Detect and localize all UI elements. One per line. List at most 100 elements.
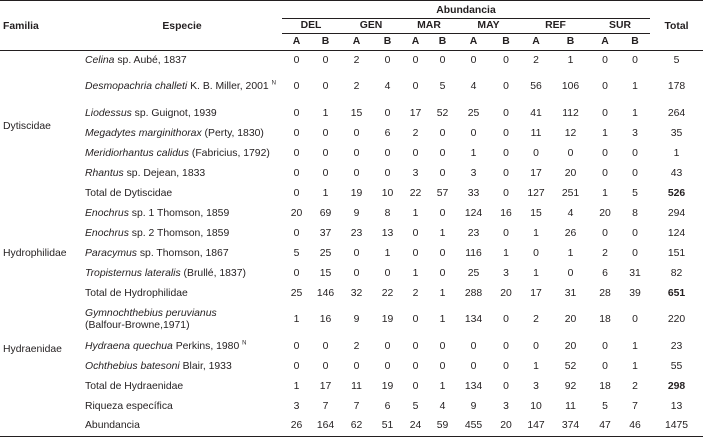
abundance-cell: 19 bbox=[350, 187, 363, 199]
abundance-cell: 22 bbox=[381, 287, 394, 299]
abundance-cell: 0 bbox=[353, 167, 360, 179]
table-row: Megadytes marginithorax (Perty, 1830) 0 0 0… bbox=[0, 124, 703, 144]
abundance-cell: 5 bbox=[439, 81, 446, 92]
family-dytiscidae: Dytiscidae bbox=[3, 121, 51, 133]
abundance-cell: 0 bbox=[293, 227, 300, 239]
abundance-cell: 0 bbox=[322, 360, 329, 372]
abundance-cell: 5 bbox=[632, 187, 638, 199]
abundance-cell: 134 bbox=[464, 314, 483, 325]
summary-label: Total de Hydraenidae bbox=[85, 380, 184, 392]
abundance-cell: 0 bbox=[439, 54, 446, 66]
abundance-cell: 288 bbox=[464, 287, 483, 299]
abundance-cell: 0 bbox=[293, 187, 300, 199]
abundance-cell: 0 bbox=[533, 340, 539, 352]
abundance-cell: 0 bbox=[384, 360, 391, 372]
abundance-cell: 17 bbox=[319, 380, 332, 392]
abundance-cell: 0 bbox=[533, 147, 539, 159]
abundance-cell: 17 bbox=[530, 287, 542, 299]
total-cell: 151 bbox=[667, 247, 686, 259]
species-name: Tropisternus lateralis (Brullé, 1837) bbox=[85, 267, 246, 279]
abundance-cell: 0 bbox=[293, 167, 300, 179]
abundance-cell: 0 bbox=[412, 227, 419, 239]
abundance-cell: 8 bbox=[632, 207, 638, 219]
abundance-cell: 0 bbox=[293, 81, 300, 92]
abundance-cell: 0 bbox=[602, 107, 608, 119]
species-name: Hydraena quechua Perkins, 1980 N bbox=[85, 340, 247, 352]
abundance-cell: 1 bbox=[439, 380, 446, 392]
abundance-cell: 15 bbox=[530, 207, 542, 219]
abundance-cell: 0 bbox=[322, 167, 329, 179]
abundance-cell: 56 bbox=[530, 81, 542, 92]
abundance-cell: 0 bbox=[503, 147, 509, 159]
abundance-cell: 0 bbox=[470, 127, 477, 139]
sub-header-b: B bbox=[620, 33, 650, 51]
table-row: Dytiscidae Celina sp. Aubé, 1837 0 0 2 0 0 0 0 0 2… bbox=[0, 51, 703, 133]
abundance-cell: 10 bbox=[381, 187, 394, 199]
abundance-cell: 4 bbox=[384, 81, 391, 92]
family-hydraenidae: Hydraenidae bbox=[3, 344, 62, 355]
species-name: Gymnochthebius peruvianus (Balfour-Browne… bbox=[85, 308, 217, 331]
abundance-cell: 3 bbox=[632, 127, 638, 139]
abundance-cell: 0 bbox=[322, 81, 329, 92]
site-header-gen: GEN bbox=[340, 18, 402, 34]
abundance-cell: 1 bbox=[470, 147, 477, 159]
abundance-cell: 0 bbox=[293, 147, 300, 159]
abundance-cell: 19 bbox=[381, 314, 394, 325]
abundance-cell: 0 bbox=[632, 147, 638, 159]
abundance-cell: 0 bbox=[384, 340, 391, 352]
abundance-cell: 0 bbox=[439, 207, 446, 219]
total-cell: 23 bbox=[670, 340, 683, 352]
table-row: Meridiorhantus calidus (Fabricius, 1792)… bbox=[0, 144, 703, 164]
table-row: Ochthebius batesoni Blair, 1933 0 0 0 0 0 0 0 0 1… bbox=[0, 357, 703, 377]
sub-header-a: A bbox=[590, 33, 620, 51]
abundance-cell: 0 bbox=[503, 380, 509, 392]
abundance-cell: 17 bbox=[409, 107, 422, 119]
abundance-cell: 20 bbox=[599, 207, 611, 219]
abundance-cell: 9 bbox=[470, 400, 477, 412]
total-cell: 13 bbox=[670, 400, 683, 412]
abundance-cell: 3 bbox=[470, 167, 477, 179]
abundance-cell: 1 bbox=[567, 247, 574, 259]
abundance-cell: 1 bbox=[322, 107, 329, 119]
total-cell: 35 bbox=[670, 127, 683, 139]
abundance-cell: 0 bbox=[439, 340, 446, 352]
abundance-cell: 47 bbox=[599, 420, 611, 432]
abundance-cell: 1 bbox=[439, 227, 446, 239]
abundance-cell: 1 bbox=[293, 380, 300, 392]
total-header: Total bbox=[650, 0, 703, 51]
total-cell: 220 bbox=[667, 314, 686, 325]
abundance-cell: 0 bbox=[384, 267, 391, 279]
abundance-cell: 17 bbox=[530, 167, 542, 179]
total-cell: 651 bbox=[667, 287, 686, 299]
site-header-may: MAY bbox=[456, 18, 521, 34]
abundance-cell: 455 bbox=[464, 420, 483, 432]
abundance-cell: 20 bbox=[564, 167, 577, 179]
total-cell: 1475 bbox=[664, 420, 689, 432]
abundance-cell: 1 bbox=[412, 267, 419, 279]
abundance-cell: 0 bbox=[322, 147, 329, 159]
abundance-cell: 1 bbox=[632, 81, 638, 92]
abundance-cell: 2 bbox=[412, 127, 419, 139]
abundance-cell: 25 bbox=[467, 107, 480, 119]
abundance-cell: 0 bbox=[503, 127, 509, 139]
abundance-cell: 12 bbox=[564, 127, 577, 139]
abundance-cell: 0 bbox=[503, 81, 509, 92]
abundance-cell: 0 bbox=[293, 127, 300, 139]
abundance-cell: 3 bbox=[503, 267, 509, 279]
abundance-cell: 25 bbox=[319, 247, 332, 259]
abundance-cell: 7 bbox=[632, 400, 638, 412]
abundance-cell: 33 bbox=[467, 187, 480, 199]
abundance-cell: 0 bbox=[293, 267, 300, 279]
sub-header-b: B bbox=[491, 33, 521, 51]
abundance-cell: 6 bbox=[602, 267, 608, 279]
total-cell: 298 bbox=[667, 380, 686, 392]
abundance-cell: 1 bbox=[632, 107, 638, 119]
abundance-cell: 51 bbox=[381, 420, 394, 432]
abundance-cell: 5 bbox=[412, 400, 419, 412]
species-name: Liodessus sp. Guignot, 1939 bbox=[85, 107, 217, 119]
abundance-cell: 2 bbox=[533, 54, 539, 66]
abundance-cell: 0 bbox=[632, 227, 638, 239]
abundance-cell: 0 bbox=[353, 267, 360, 279]
abundance-cell: 0 bbox=[412, 340, 419, 352]
